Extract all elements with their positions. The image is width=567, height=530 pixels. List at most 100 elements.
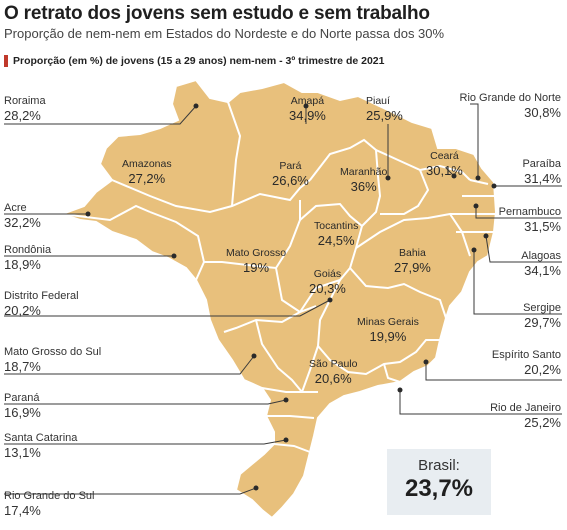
label-minas-gerais: Minas Gerais 19,9% [357,316,419,345]
state-value: 19,9% [369,329,407,344]
leader-espirito-santo [425,362,562,381]
dot-pernambuco [473,203,479,209]
label-goias: Goiás 20,3% [309,268,346,297]
label-rondonia: Rondônia 18,9% [4,244,51,273]
state-name: Roraima [4,95,46,107]
dot-roraima [193,103,199,109]
state-name: Bahia [399,247,426,259]
leader-sergipe [473,250,562,315]
state-value: 25,9% [366,108,403,123]
label-distrito-federal: Distrito Federal 20,2% [4,290,79,319]
state-name: Amazonas [122,158,172,170]
state-name: Acre [4,202,27,214]
label-mato-grosso: Mato Grosso 19% [226,247,286,276]
dot-distrito-federal [327,297,333,303]
state-value: 20,2% [524,362,561,377]
state-name: São Paulo [309,358,358,370]
brasil-total-label: Brasil: [418,457,460,474]
leader-parana [4,399,287,405]
state-value: 29,7% [524,315,561,330]
dot-rio-grande-do-sul [253,485,259,491]
label-espirito-santo: Espírito Santo 20,2% [492,349,561,378]
state-name: Paraná [4,392,40,404]
page-subtitle: Proporção de nem-nem em Estados do Norde… [4,26,445,41]
legend-marker [4,55,8,67]
state-value: 34,1% [524,263,561,278]
dot-parana [283,397,289,403]
state-value: 24,5% [317,233,355,248]
dot-paraiba [491,183,497,189]
state-value: 18,7% [4,359,41,374]
label-alagoas: Alagoas 34,1% [521,250,561,279]
state-name: Amapá [290,95,325,107]
label-paraiba: Paraíba 31,4% [522,158,561,187]
dot-rio-grande-do-norte [475,175,481,181]
state-name: Sergipe [523,302,561,314]
state-borders [61,101,496,453]
state-name: Rio Grande do Sul [4,490,95,502]
brazil-landmass [58,78,498,520]
state-name: Mato Grosso [226,247,287,259]
leader-rio-grande-do-norte [470,103,479,178]
label-roraima: Roraima 28,2% [4,95,46,124]
state-value: 28,2% [4,108,41,123]
dot-piaui [385,175,391,181]
state-name: Goiás [313,268,342,280]
label-maranhao: Maranhão 36% [340,166,387,195]
label-sergipe: Sergipe 29,7% [523,302,561,331]
brasil-total-value: 23,7% [404,475,474,502]
leader-lines [4,103,562,495]
label-amazonas: Amazonas 27,2% [122,158,172,187]
dot-santa-catarina [283,437,289,443]
label-rio-grande-do-norte: Rio Grande do Norte 30,8% [460,92,562,121]
label-tocantins: Tocantins 24,5% [314,220,358,249]
state-name: Minas Gerais [357,316,419,328]
state-name: Piauí [366,95,390,107]
label-santa-catarina: Santa Catarina 13,1% [4,432,77,461]
leader-mato-grosso-do-sul [4,355,255,375]
state-value: 20,6% [314,371,352,386]
state-name: Tocantins [314,220,359,232]
state-name: Alagoas [521,250,561,262]
state-value: 20,3% [309,281,346,296]
state-name: Ceará [430,150,459,162]
label-rio-grande-do-sul: Rio Grande do Sul 17,4% [4,490,95,519]
state-value: 32,2% [4,215,41,230]
leader-dots [85,103,497,491]
state-value: 30,8% [524,105,561,120]
state-value: 27,9% [394,260,431,275]
dot-sergipe [471,247,477,253]
label-ceara: Ceará 30,1% [426,150,463,179]
legend-text: Proporção (em %) de jovens (15 a 29 anos… [13,55,385,67]
label-sao-paulo: São Paulo 20,6% [309,358,357,387]
state-value: 19% [243,260,270,275]
state-name: Santa Catarina [4,432,78,444]
leader-alagoas [485,235,562,263]
dot-acre [85,211,91,217]
brasil-total-box: Brasil: 23,7% [387,449,491,515]
label-pernambuco: Pernambuco 31,5% [499,206,561,235]
state-value: 31,4% [524,171,561,186]
state-value: 16,9% [4,405,41,420]
state-value: 20,2% [4,303,41,318]
label-mato-grosso-do-sul: Mato Grosso do Sul 18,7% [4,346,101,375]
state-value: 31,5% [524,219,561,234]
dot-rondonia [171,253,177,259]
leader-distrito-federal [4,299,331,317]
state-value: 34,9% [289,108,326,123]
state-value: 25,2% [524,415,561,430]
state-name: Rondônia [4,244,52,256]
state-name: Pernambuco [498,206,561,218]
state-name: Espírito Santo [491,349,561,361]
dot-ceara [451,173,457,179]
state-value: 26,6% [272,173,309,188]
leader-roraima [4,105,197,125]
leader-rio-grande-do-sul [4,487,257,495]
legend: Proporção (em %) de jovens (15 a 29 anos… [4,55,384,67]
label-piaui: Piauí 25,9% [366,95,403,124]
label-para: Pará 26,6% [272,160,309,189]
dot-amapa [303,103,309,109]
dot-alagoas [483,233,489,239]
state-name: Paraíba [522,158,561,170]
